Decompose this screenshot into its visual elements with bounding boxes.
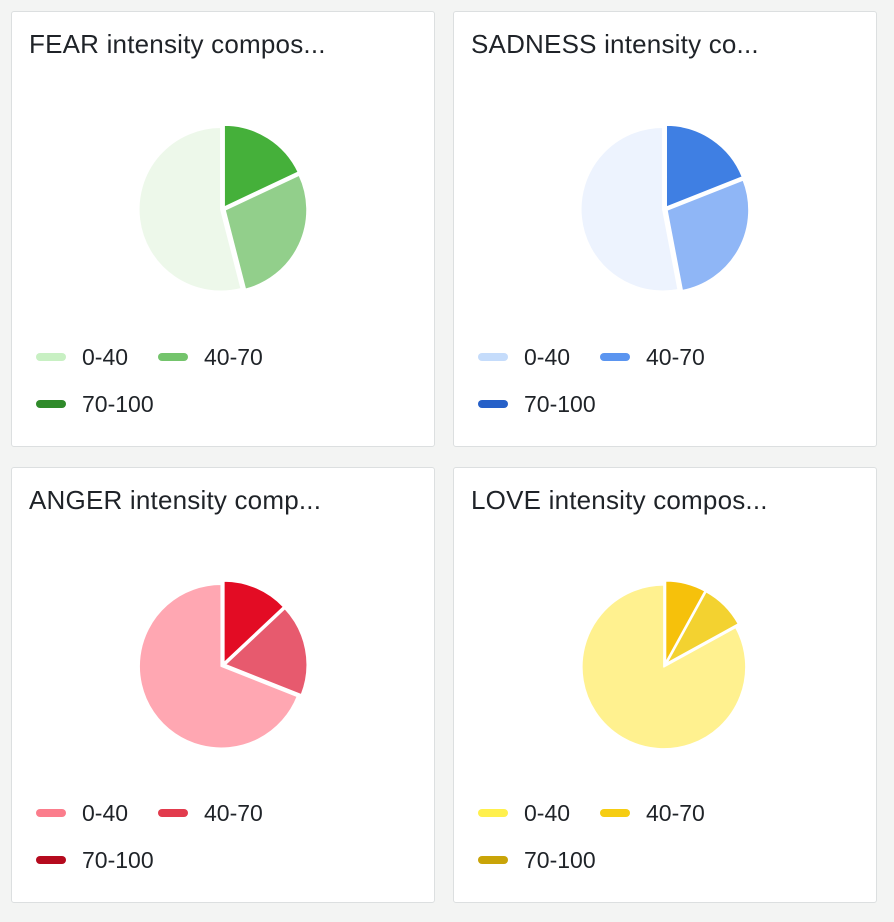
legend-swatch (36, 809, 66, 817)
chart-title: FEAR intensity compos... (29, 29, 326, 59)
chart-title: LOVE intensity compos... (471, 485, 768, 515)
pie-slice-0-40[interactable] (138, 583, 299, 749)
love-card: LOVE intensity compos... 0-40 40-70 70-1… (453, 467, 877, 903)
love-pie-chart (581, 580, 747, 750)
fear-pie-chart (138, 124, 308, 293)
legend-label: 0-40 (82, 799, 129, 826)
legend-label: 70-100 (524, 846, 596, 873)
chart-title: ANGER intensity comp... (29, 485, 322, 515)
pie-slice-70-100[interactable] (664, 580, 706, 664)
chart-title: SADNESS intensity co... (471, 29, 759, 59)
pie-slice-0-40[interactable] (580, 126, 679, 292)
legend-swatch (478, 809, 508, 817)
pie-slice-40-70[interactable] (224, 607, 308, 696)
legend-swatch (36, 400, 66, 408)
legend-item-0-40[interactable]: 0-40 (36, 342, 128, 372)
legend-label: 0-40 (524, 799, 571, 826)
legend-item-0-40[interactable]: 0-40 (36, 798, 128, 828)
fear-card: FEAR intensity compos... 0-40 40-70 70-1… (11, 11, 435, 447)
legend-label: 0-40 (82, 343, 129, 370)
legend-item-70-100[interactable]: 70-100 (36, 389, 154, 419)
legend-label: 40-70 (646, 343, 705, 370)
legend-swatch (36, 353, 66, 361)
legend-item-70-100[interactable]: 70-100 (478, 845, 596, 875)
pie-slice-70-100[interactable] (223, 124, 300, 208)
pie-slice-70-100[interactable] (223, 580, 285, 664)
anger-card: ANGER intensity comp... 0-40 40-70 70-10… (11, 467, 435, 903)
pie-slice-40-70[interactable] (224, 174, 308, 291)
legend-item-70-100[interactable]: 70-100 (478, 389, 596, 419)
legend-swatch (158, 809, 188, 817)
pie-slice-40-70[interactable] (666, 179, 750, 292)
legend-item-40-70[interactable]: 40-70 (158, 342, 263, 372)
legend-swatch (158, 353, 188, 361)
sadness-card: SADNESS intensity co... 0-40 40-70 70-10… (453, 11, 877, 447)
legend-label: 40-70 (204, 799, 263, 826)
legend-swatch (478, 400, 508, 408)
legend-label: 40-70 (204, 343, 263, 370)
legend-swatch (478, 856, 508, 864)
legend-label: 40-70 (646, 799, 705, 826)
legend-label: 70-100 (82, 846, 154, 873)
pie-slice-40-70[interactable] (665, 590, 740, 665)
legend-swatch (600, 809, 630, 817)
pie-slice-70-100[interactable] (665, 124, 744, 208)
legend-swatch (600, 353, 630, 361)
pie-slice-0-40[interactable] (138, 126, 242, 293)
anger-pie-chart (138, 580, 308, 749)
sadness-pie-chart (580, 124, 750, 292)
legend-item-40-70[interactable]: 40-70 (600, 798, 705, 828)
legend-item-0-40[interactable]: 0-40 (478, 798, 570, 828)
legend-item-40-70[interactable]: 40-70 (600, 342, 705, 372)
legend-item-70-100[interactable]: 70-100 (36, 845, 154, 875)
legend-item-0-40[interactable]: 0-40 (478, 342, 570, 372)
legend-swatch (478, 353, 508, 361)
pie-slice-0-40[interactable] (581, 584, 747, 750)
legend-label: 0-40 (524, 343, 571, 370)
legend-swatch (36, 856, 66, 864)
legend-item-40-70[interactable]: 40-70 (158, 798, 263, 828)
legend-label: 70-100 (524, 390, 596, 417)
legend-label: 70-100 (82, 390, 154, 417)
